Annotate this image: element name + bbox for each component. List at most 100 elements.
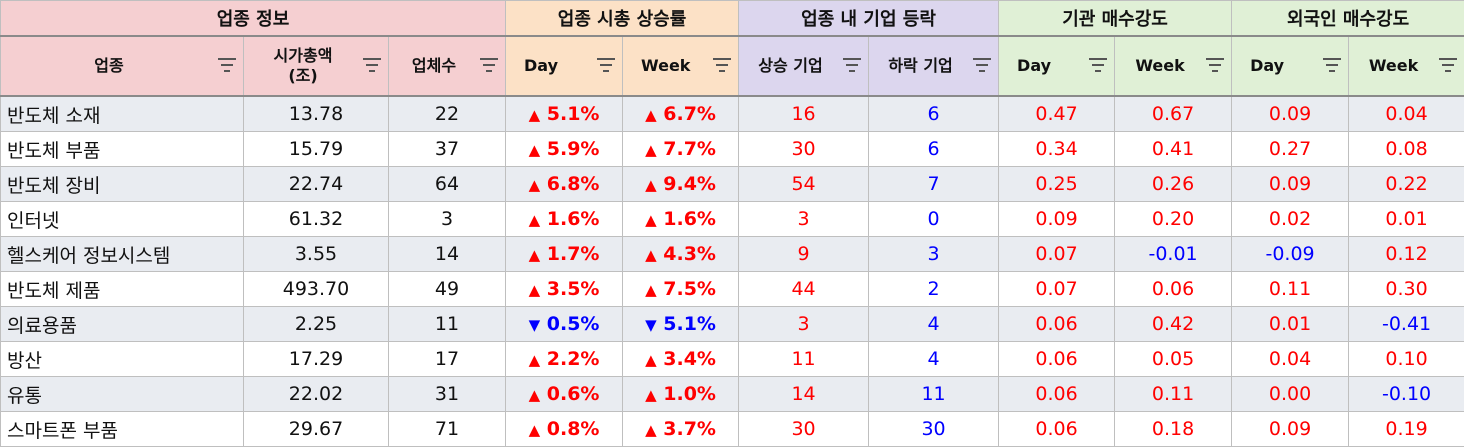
group-rise-fall: 업종 내 기업 등락 xyxy=(739,1,999,37)
cell-foreign-week: 0.22 xyxy=(1349,167,1464,202)
cell-foreign-day: 0.00 xyxy=(1232,377,1349,412)
col-header-market-cap[interactable]: 시가총액(조) xyxy=(244,36,389,96)
cell-rising-count: 9 xyxy=(739,237,869,272)
cell-inst-week: -0.01 xyxy=(1115,237,1232,272)
filter-icon[interactable] xyxy=(1438,58,1458,74)
filter-icon[interactable] xyxy=(217,58,237,74)
cell-cap-week-value: 4.3% xyxy=(663,243,716,265)
cell-inst-week: 0.20 xyxy=(1115,202,1232,237)
col-header-cap-day-label: Day xyxy=(524,56,558,76)
triangle-up-icon: ▲ xyxy=(645,421,657,439)
triangle-up-icon: ▲ xyxy=(645,281,657,299)
cell-cap-day: ▲ 0.6% xyxy=(506,377,623,412)
cell-market-cap: 22.74 xyxy=(244,167,389,202)
col-header-market-cap-unit: (조) xyxy=(274,66,333,86)
triangle-up-icon: ▲ xyxy=(529,106,541,124)
filter-icon[interactable] xyxy=(479,58,499,74)
cell-inst-week: 0.26 xyxy=(1115,167,1232,202)
cell-inst-day: 0.07 xyxy=(999,272,1115,307)
column-header-row: 업종 시가총액(조) 업체수 Day Week 상승 기업 하락 기업 Day … xyxy=(1,36,1464,96)
col-header-foreign-day[interactable]: Day xyxy=(1232,36,1349,96)
cell-market-cap: 22.02 xyxy=(244,377,389,412)
cell-cap-week: ▼ 5.1% xyxy=(623,307,739,342)
cell-sector: 인터넷 xyxy=(1,202,244,237)
triangle-up-icon: ▲ xyxy=(645,246,657,264)
cell-cap-week-value: 1.6% xyxy=(663,208,716,230)
col-header-foreign-day-label: Day xyxy=(1250,56,1284,76)
filter-icon[interactable] xyxy=(972,58,992,74)
col-header-cap-week[interactable]: Week xyxy=(623,36,739,96)
cell-cap-day: ▲ 5.1% xyxy=(506,96,623,132)
col-header-rising-label: 상승 기업 xyxy=(758,56,822,76)
cell-cap-week: ▲ 9.4% xyxy=(623,167,739,202)
cell-cap-week: ▲ 1.0% xyxy=(623,377,739,412)
triangle-up-icon: ▲ xyxy=(645,176,657,194)
cell-foreign-day: 0.09 xyxy=(1232,96,1349,132)
filter-icon[interactable] xyxy=(842,58,862,74)
cell-company-count: 64 xyxy=(389,167,506,202)
col-header-sector-label: 업종 xyxy=(94,56,123,76)
col-header-foreign-week[interactable]: Week xyxy=(1349,36,1464,96)
cell-cap-day: ▲ 6.8% xyxy=(506,167,623,202)
cell-sector: 반도체 제품 xyxy=(1,272,244,307)
triangle-up-icon: ▲ xyxy=(645,211,657,229)
cell-company-count: 22 xyxy=(389,96,506,132)
cell-cap-day: ▲ 0.8% xyxy=(506,412,623,447)
filter-icon[interactable] xyxy=(362,58,382,74)
cell-market-cap: 61.32 xyxy=(244,202,389,237)
filter-icon[interactable] xyxy=(712,58,732,74)
col-header-falling[interactable]: 하락 기업 xyxy=(869,36,999,96)
cell-falling-count: 4 xyxy=(869,342,999,377)
col-header-cap-day[interactable]: Day xyxy=(506,36,623,96)
col-header-sector[interactable]: 업종 xyxy=(1,36,244,96)
col-header-inst-week[interactable]: Week xyxy=(1115,36,1232,96)
cell-market-cap: 29.67 xyxy=(244,412,389,447)
cell-cap-week: ▲ 6.7% xyxy=(623,96,739,132)
cell-cap-day: ▼ 0.5% xyxy=(506,307,623,342)
cell-market-cap: 2.25 xyxy=(244,307,389,342)
cell-falling-count: 6 xyxy=(869,96,999,132)
filter-icon[interactable] xyxy=(1322,58,1342,74)
col-header-inst-day[interactable]: Day xyxy=(999,36,1115,96)
cell-cap-week-value: 7.5% xyxy=(663,278,716,300)
cell-falling-count: 0 xyxy=(869,202,999,237)
cell-foreign-week: -0.41 xyxy=(1349,307,1464,342)
filter-icon[interactable] xyxy=(1088,58,1108,74)
cell-cap-week: ▲ 3.7% xyxy=(623,412,739,447)
cell-rising-count: 54 xyxy=(739,167,869,202)
triangle-up-icon: ▲ xyxy=(529,211,541,229)
cell-rising-count: 14 xyxy=(739,377,869,412)
triangle-up-icon: ▲ xyxy=(645,386,657,404)
group-cap-change: 업종 시총 상승률 xyxy=(506,1,739,37)
cell-inst-day: 0.06 xyxy=(999,412,1115,447)
filter-icon[interactable] xyxy=(1205,58,1225,74)
cell-inst-week: 0.67 xyxy=(1115,96,1232,132)
cell-company-count: 11 xyxy=(389,307,506,342)
col-header-company-count-label: 업체수 xyxy=(412,56,456,76)
cell-falling-count: 30 xyxy=(869,412,999,447)
col-header-company-count[interactable]: 업체수 xyxy=(389,36,506,96)
cell-company-count: 31 xyxy=(389,377,506,412)
cell-cap-day-value: 5.1% xyxy=(547,103,600,125)
cell-foreign-week: 0.12 xyxy=(1349,237,1464,272)
cell-cap-day: ▲ 5.9% xyxy=(506,132,623,167)
triangle-up-icon: ▲ xyxy=(529,351,541,369)
cell-rising-count: 3 xyxy=(739,307,869,342)
cell-market-cap: 13.78 xyxy=(244,96,389,132)
col-header-rising[interactable]: 상승 기업 xyxy=(739,36,869,96)
cell-cap-day-value: 0.8% xyxy=(547,418,600,440)
cell-rising-count: 3 xyxy=(739,202,869,237)
filter-icon[interactable] xyxy=(596,58,616,74)
